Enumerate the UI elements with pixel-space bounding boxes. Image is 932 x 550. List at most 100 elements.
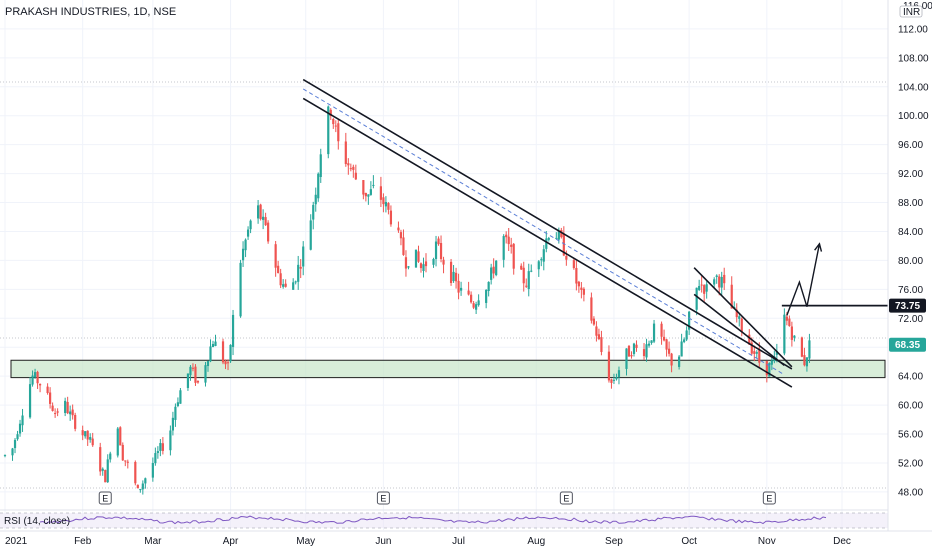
candle-body — [713, 279, 716, 285]
candle-body — [3, 455, 7, 457]
candle-body — [424, 261, 428, 267]
candle-body — [344, 141, 347, 165]
candle-body — [397, 227, 400, 231]
currency-label: INR — [903, 7, 920, 18]
candle-body — [555, 237, 558, 239]
candle-body — [457, 280, 460, 293]
y-tick-label: 88.00 — [898, 198, 923, 209]
candle-body — [54, 413, 57, 415]
candle-body — [507, 236, 510, 245]
axes: PRAKASH INDUSTRIES, 1D, NSE 116.00 INR 4… — [5, 0, 932, 547]
candle-body — [617, 370, 621, 378]
earnings-marker-label: E — [102, 494, 108, 504]
candle-body — [191, 367, 195, 369]
candle-body — [520, 265, 523, 270]
resistance-badge — [889, 298, 926, 313]
candle-body — [597, 334, 601, 340]
candle-body — [33, 372, 37, 378]
candle-body — [667, 348, 671, 354]
candle-body — [319, 154, 322, 178]
candle-body — [642, 349, 646, 357]
candle-body — [206, 361, 210, 367]
candle-body — [422, 264, 425, 272]
candle-body — [49, 392, 52, 404]
earnings-marker-box — [376, 491, 390, 505]
candle-body — [259, 204, 262, 220]
support-zone-rect — [10, 359, 886, 379]
candle-body — [419, 263, 423, 269]
candle-body — [81, 430, 84, 436]
x-tick-label: Dec — [833, 536, 851, 547]
candle-body — [487, 281, 490, 291]
candle-body — [748, 334, 751, 345]
resistance-badge-label: 73.75 — [895, 301, 920, 312]
candle-body — [299, 266, 302, 269]
candle-body — [720, 276, 723, 288]
candle-body — [244, 239, 247, 251]
candle-body — [800, 337, 804, 357]
candle-body — [124, 460, 127, 462]
candle-body — [196, 380, 200, 383]
candle-body — [793, 335, 796, 338]
candle-body — [703, 285, 706, 294]
y-tick-label: 48.00 — [898, 487, 923, 498]
candle-body — [221, 341, 225, 363]
candle-body — [28, 384, 32, 418]
candle-body — [485, 289, 488, 303]
trendline-channel-lower — [302, 97, 793, 388]
candle-body — [399, 232, 403, 239]
candle-body — [317, 173, 320, 199]
candle-body — [327, 106, 330, 155]
candle-body — [11, 448, 14, 456]
candle-body — [417, 251, 420, 262]
x-tick-label: Sep — [605, 536, 623, 547]
candle-body — [262, 216, 265, 220]
candle-body — [337, 123, 340, 142]
candle-body — [292, 282, 295, 290]
candle-body — [615, 377, 618, 380]
candle-body — [402, 237, 405, 255]
candle-body — [329, 109, 332, 117]
candle-body — [755, 352, 758, 354]
earnings-marker-box — [762, 491, 776, 505]
y-tick-label: 92.00 — [898, 169, 923, 180]
candle-body — [36, 371, 39, 384]
trendline-channel-upper — [302, 78, 793, 370]
candle-body — [389, 210, 393, 225]
candle-body — [790, 326, 793, 340]
candle-body — [284, 283, 287, 287]
candle-body — [635, 344, 638, 348]
candle-body — [169, 430, 172, 451]
candle-body — [56, 411, 59, 413]
candle-body — [46, 386, 49, 393]
candle-body — [582, 288, 585, 295]
candle-body — [156, 451, 159, 454]
candle-body — [510, 244, 513, 247]
candle-body — [580, 287, 583, 290]
candle-body — [470, 294, 473, 303]
candle-body — [650, 340, 653, 343]
x-tick-label: Apr — [223, 536, 239, 547]
projection-arrow — [786, 243, 821, 316]
candle-body — [66, 401, 69, 414]
candle-body — [414, 249, 418, 268]
candle-body — [685, 330, 688, 340]
candle-body — [209, 346, 212, 362]
last-price-badge — [889, 337, 926, 352]
candle-body — [758, 349, 761, 363]
candle-body — [84, 431, 87, 437]
candle-body — [545, 238, 548, 249]
candle-body — [652, 323, 656, 342]
candle-body — [264, 217, 267, 226]
candle-body — [74, 414, 77, 429]
candle-body — [267, 222, 270, 242]
candle-body — [294, 281, 297, 283]
candle-body — [314, 194, 317, 205]
candle-body — [104, 470, 107, 483]
candle-body — [678, 356, 681, 367]
candle-body — [432, 259, 435, 265]
candle-body — [89, 437, 92, 440]
candle-body — [770, 360, 773, 365]
